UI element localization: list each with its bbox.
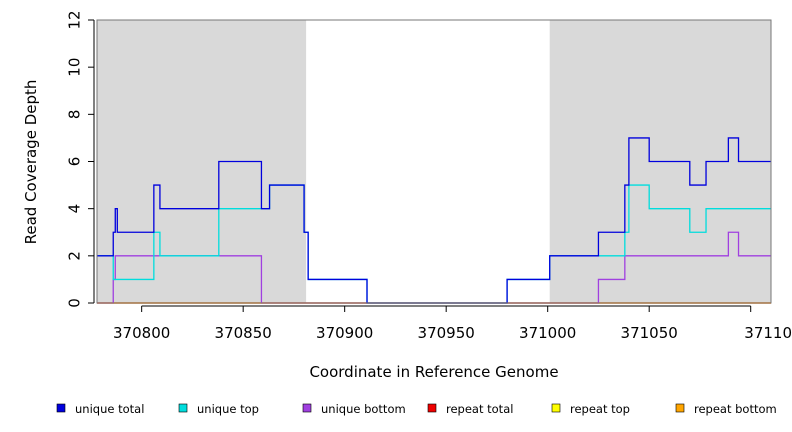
y-axis: 0 2 4 6 8 10 12 [66,10,95,308]
legend-item: unique bottom [302,402,406,416]
legend-label: repeat bottom [694,402,777,416]
legend-item: repeat total [427,402,513,416]
legend-item: repeat bottom [675,402,777,416]
y-tick-label: 12 [66,10,84,29]
y-axis-label: Read Coverage Depth [22,80,40,245]
plot-frame [96,19,772,304]
y-tick-label: 8 [66,110,84,120]
x-tick-label: 370850 [215,324,272,342]
legend: unique total unique top unique bottom repea… [56,402,777,416]
legend-label: repeat total [446,402,513,416]
x-axis: 370800 370850 370900 370950 371000 371050 3711… [113,305,792,342]
legend-swatch [56,403,66,413]
legend-swatch [675,403,685,413]
x-tick-label: 371050 [621,324,678,342]
x-tick-label: 37110 [744,324,792,342]
legend-label: repeat top [570,402,630,416]
y-tick-label: 2 [66,251,84,261]
legend-swatch [302,403,312,413]
x-tick-label: 370900 [316,324,373,342]
x-tick-label: 370800 [113,324,170,342]
y-tick-label: 4 [66,204,84,214]
y-tick-label: 0 [66,298,84,308]
shaded-region-0 [97,20,307,303]
y-tick-label: 10 [66,58,84,77]
legend-item: unique top [178,402,259,416]
legend-label: unique total [75,402,144,416]
x-axis-label: Coordinate in Reference Genome [309,363,558,381]
legend-label: unique bottom [321,402,406,416]
legend-item: repeat top [551,402,630,416]
legend-swatch [427,403,437,413]
y-tick-label: 6 [66,157,84,167]
legend-label: unique top [197,402,259,416]
series-unique-total [97,137,771,304]
x-tick-label: 371000 [519,324,576,342]
legend-swatch [551,403,561,413]
x-tick-label: 370950 [418,324,475,342]
legend-item: unique total [56,402,144,416]
legend-swatch [178,403,188,413]
